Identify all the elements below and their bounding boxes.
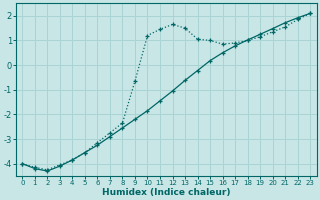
X-axis label: Humidex (Indice chaleur): Humidex (Indice chaleur) (102, 188, 230, 197)
